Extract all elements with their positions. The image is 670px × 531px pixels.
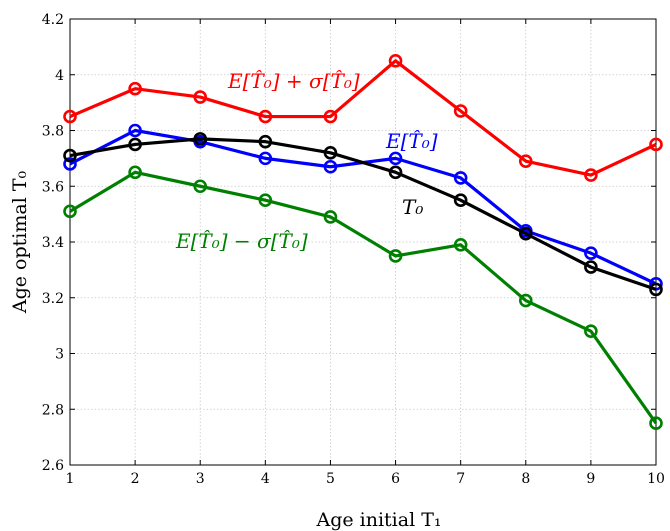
data-point <box>584 260 598 274</box>
data-point <box>649 282 663 297</box>
data-point <box>193 179 208 194</box>
series-line <box>69 128 657 286</box>
series-1 <box>63 165 663 430</box>
series-line <box>69 137 657 291</box>
axis-ticks: 1 2 3 4 5 6 7 8 9 10 2.6 2.8 3 3.2 3.4 3.6 3.8 4 4.2 <box>42 12 665 487</box>
data-point <box>584 168 598 182</box>
x-tick-label: 7 <box>456 471 465 487</box>
y-axis-label: Age optimal T₀ <box>9 171 31 315</box>
x-axis-label: Age initial T₁ <box>315 509 441 531</box>
data-point <box>388 54 403 68</box>
data-point <box>584 324 598 339</box>
data-point <box>128 137 142 152</box>
data-point <box>258 151 273 166</box>
data-point <box>453 171 468 185</box>
x-tick-label: 2 <box>131 471 140 487</box>
data-point <box>518 154 533 168</box>
data-point <box>518 226 533 241</box>
data-point <box>128 123 142 138</box>
x-tick-label: 3 <box>196 471 205 487</box>
data-point <box>388 249 403 263</box>
y-tick-label: 2.6 <box>42 458 64 474</box>
data-point <box>258 109 273 124</box>
x-tick-label: 8 <box>521 471 530 487</box>
data-point <box>258 193 273 207</box>
data-point <box>128 81 142 96</box>
y-tick-label: 4 <box>55 68 64 84</box>
data-point <box>193 90 208 104</box>
grid <box>69 18 657 466</box>
x-tick-label: 10 <box>647 471 665 487</box>
data-point <box>649 416 663 430</box>
y-tick-label: 3.2 <box>42 291 64 307</box>
x-tick-label: 1 <box>66 471 75 487</box>
series-3 <box>63 132 663 297</box>
data-point <box>649 137 663 152</box>
data-point <box>323 210 338 224</box>
x-tick-label: 9 <box>586 471 595 487</box>
x-tick-label: 6 <box>391 471 400 487</box>
series-layer <box>63 54 663 430</box>
series-label-plus-sigma: E[T̂₀] + σ[T̂₀] <box>227 69 360 93</box>
data-point <box>388 151 403 166</box>
data-point <box>193 132 208 146</box>
x-tick-label: 4 <box>261 471 270 487</box>
data-point <box>63 109 77 124</box>
y-tick-label: 3 <box>55 347 64 363</box>
y-tick-label: 3.8 <box>42 124 64 140</box>
x-tick-label: 5 <box>326 471 335 487</box>
data-point <box>453 237 468 252</box>
series-0 <box>63 54 663 182</box>
series-2 <box>63 123 663 291</box>
series-label-t0: T₀ <box>402 195 423 219</box>
data-point <box>323 159 338 174</box>
y-tick-label: 3.6 <box>42 179 64 195</box>
y-tick-label: 2.8 <box>42 402 64 418</box>
data-point <box>323 146 338 160</box>
data-point <box>63 148 77 163</box>
data-point <box>584 246 598 260</box>
series-line <box>69 59 657 177</box>
data-point <box>128 165 142 180</box>
series-line <box>69 170 658 425</box>
series-label-minus-sigma: E[T̂₀] − σ[T̂₀] <box>175 229 308 253</box>
data-point <box>388 165 403 180</box>
data-point <box>258 134 273 149</box>
data-point <box>453 104 468 118</box>
y-tick-label: 3.4 <box>42 235 64 251</box>
data-point <box>323 109 338 124</box>
data-point <box>518 293 533 308</box>
series-label-expectation: E[T̂₀] <box>385 129 438 153</box>
data-point <box>453 193 468 207</box>
y-tick-label: 4.2 <box>42 12 64 28</box>
data-point <box>63 157 77 171</box>
data-point <box>63 204 77 219</box>
